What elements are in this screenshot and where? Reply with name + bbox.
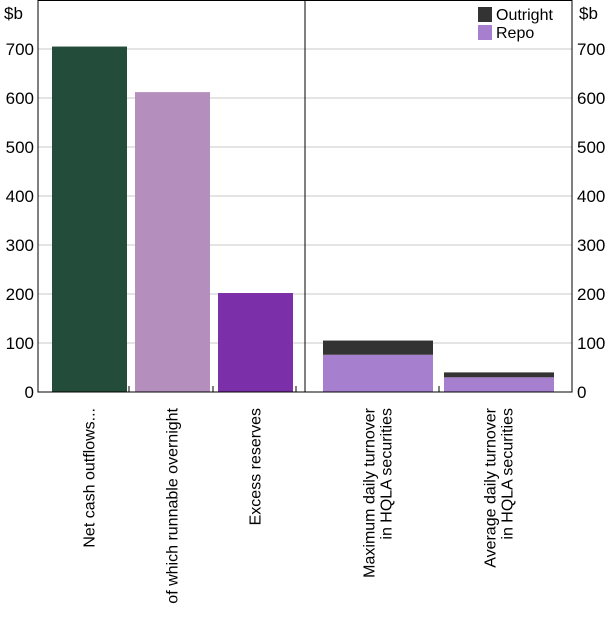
y-unit-right: $b — [579, 4, 598, 23]
bar-layer — [52, 46, 554, 393]
y-tick-left-100: 100 — [6, 334, 34, 353]
bar-5-outright — [444, 372, 554, 378]
category-label-3-line-1: Excess reserves — [248, 408, 265, 525]
bar-1 — [52, 46, 127, 393]
category-label-4-line-2: in HQLA securities — [379, 408, 396, 540]
category-label-4: Maximum daily turnoverin HQLA securities — [362, 407, 396, 578]
y-tick-left-500: 500 — [6, 138, 34, 157]
legend-label-repo: Repo — [496, 25, 534, 42]
y-tick-labels: 0 0 100 100 200 200 300 300 400 400 500 500 600 600 70… — [4, 4, 605, 402]
bar-4-outright — [323, 340, 433, 355]
legend-swatch-repo — [478, 25, 492, 40]
y-tick-right-200: 200 — [577, 285, 605, 304]
category-label-3: Excess reserves — [248, 408, 265, 525]
y-tick-left-300: 300 — [6, 236, 34, 255]
category-label-4-line-1: Maximum daily turnover — [362, 407, 379, 578]
y-tick-right-300: 300 — [577, 236, 605, 255]
y-tick-left-700: 700 — [6, 40, 34, 59]
y-tick-right-100: 100 — [577, 334, 605, 353]
bar-4-repo — [323, 354, 433, 392]
y-tick-right-600: 600 — [577, 89, 605, 108]
frame-layer — [37, 0, 573, 393]
category-label-1: Net cash outflows... — [82, 408, 99, 548]
bar-5-repo — [444, 377, 554, 392]
y-tick-left-0: 0 — [25, 383, 34, 402]
y-tick-right-500: 500 — [577, 138, 605, 157]
y-tick-right-0: 0 — [577, 383, 586, 402]
legend-label-outright: Outright — [496, 7, 553, 24]
bar-2 — [135, 92, 210, 393]
category-labels: Net cash outflows... of which runnable ov… — [82, 407, 517, 603]
category-label-5-line-2: in HQLA securities — [500, 408, 517, 540]
y-unit-left: $b — [4, 4, 23, 23]
y-tick-right-400: 400 — [577, 187, 605, 206]
category-label-1-line-1: Net cash outflows... — [82, 408, 99, 548]
y-tick-right-700: 700 — [577, 40, 605, 59]
legend-swatch-outright — [478, 7, 492, 22]
category-label-2: of which runnable overnight — [165, 407, 182, 603]
category-label-5-line-1: Average daily turnover — [483, 407, 500, 567]
bar-3 — [218, 293, 293, 392]
y-tick-left-600: 600 — [6, 89, 34, 108]
category-label-2-line-1: of which runnable overnight — [165, 407, 182, 603]
y-tick-left-400: 400 — [6, 187, 34, 206]
category-label-5: Average daily turnoverin HQLA securities — [483, 407, 517, 567]
y-tick-left-200: 200 — [6, 285, 34, 304]
